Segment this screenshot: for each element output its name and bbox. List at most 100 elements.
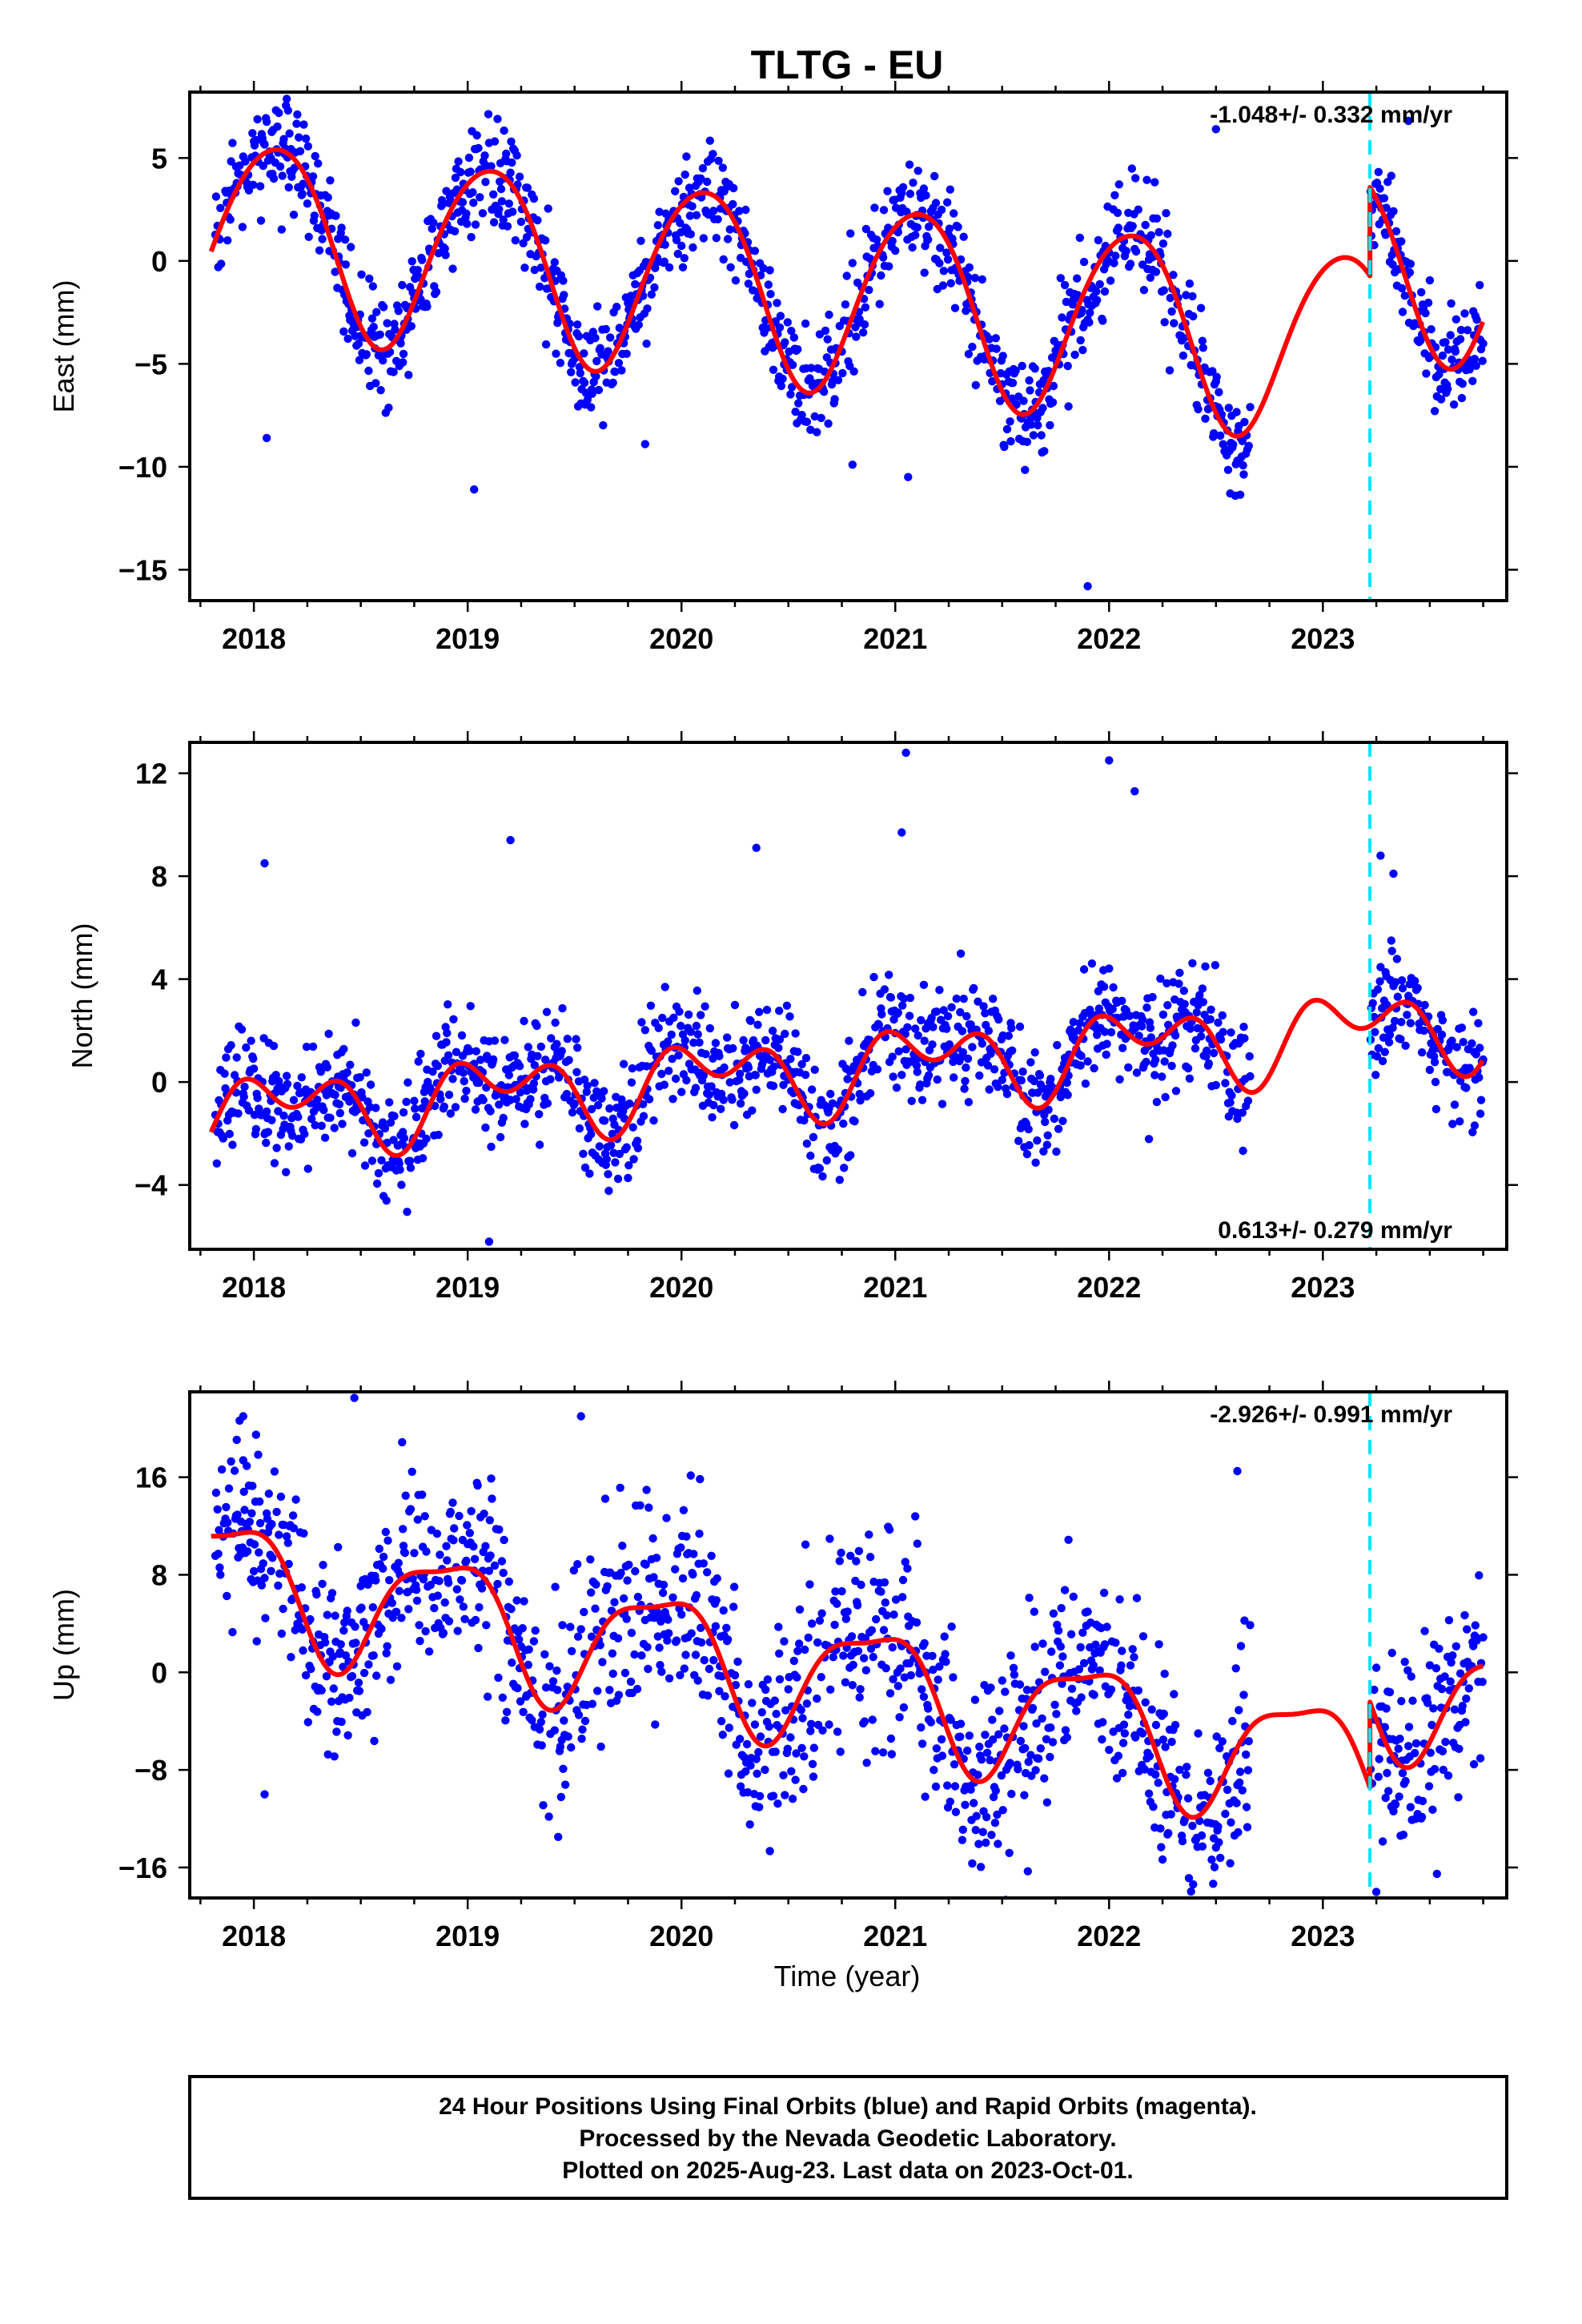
data-point xyxy=(1380,1047,1390,1056)
data-point xyxy=(970,1799,978,1807)
data-point xyxy=(617,366,626,375)
data-point xyxy=(841,1614,851,1623)
data-point xyxy=(602,1155,611,1164)
data-point xyxy=(842,271,851,280)
data-point xyxy=(314,159,323,168)
data-point xyxy=(843,1607,852,1616)
data-point xyxy=(1060,1586,1070,1594)
data-point xyxy=(1070,350,1079,360)
data-point xyxy=(394,1558,403,1567)
data-point xyxy=(1406,1019,1415,1027)
data-point xyxy=(367,314,377,323)
data-point xyxy=(958,1825,968,1834)
data-point xyxy=(730,1000,740,1010)
data-point xyxy=(693,986,701,995)
data-point xyxy=(1229,440,1238,449)
data-point xyxy=(1239,1023,1248,1031)
data-point xyxy=(394,307,403,316)
north-y-axis-label: North (mm) xyxy=(66,923,98,1069)
data-point xyxy=(1149,1803,1158,1811)
data-point xyxy=(1450,1705,1460,1714)
data-point xyxy=(1024,1757,1033,1767)
data-point xyxy=(279,135,288,143)
data-point xyxy=(428,1068,437,1076)
data-point xyxy=(351,1622,359,1631)
data-point xyxy=(917,1723,926,1732)
data-point xyxy=(872,235,881,244)
data-point xyxy=(515,172,524,181)
y-tick-label: 5 xyxy=(151,142,167,175)
data-point xyxy=(1425,1065,1435,1075)
data-point xyxy=(215,1563,224,1572)
data-point xyxy=(870,203,879,212)
data-point xyxy=(1208,367,1217,376)
data-point xyxy=(1378,1056,1387,1066)
data-point xyxy=(632,1136,642,1145)
data-point xyxy=(380,1124,390,1133)
data-point xyxy=(1470,355,1480,364)
data-point xyxy=(924,1704,933,1713)
data-point xyxy=(1182,1763,1191,1771)
data-point xyxy=(583,1081,592,1090)
footer-box: 24 Hour Positions Using Final Orbits (bl… xyxy=(188,2075,1508,2200)
data-point xyxy=(978,1039,987,1048)
data-point xyxy=(877,271,885,280)
data-point xyxy=(391,1607,401,1617)
data-point xyxy=(257,1581,267,1590)
data-point xyxy=(1448,1120,1457,1128)
data-point xyxy=(1132,1594,1142,1602)
data-point xyxy=(331,211,340,220)
data-point xyxy=(808,1759,817,1768)
data-point xyxy=(1106,1027,1116,1037)
data-point xyxy=(282,1168,291,1176)
data-point xyxy=(912,1061,921,1070)
data-point xyxy=(1128,1645,1137,1654)
data-point xyxy=(383,1642,391,1651)
data-point xyxy=(1027,1771,1036,1780)
data-point xyxy=(1146,1033,1156,1042)
data-point xyxy=(418,1154,428,1163)
data-point xyxy=(1221,1079,1230,1088)
data-point xyxy=(776,312,785,320)
data-point xyxy=(998,1676,1007,1685)
data-point xyxy=(810,1065,819,1075)
data-point xyxy=(436,1550,444,1559)
data-point xyxy=(833,1599,841,1608)
data-point xyxy=(785,1012,794,1021)
data-point xyxy=(1164,1020,1173,1030)
data-point xyxy=(990,1819,1000,1827)
data-point xyxy=(1388,260,1397,269)
data-point-outlier xyxy=(1376,851,1385,860)
data-point xyxy=(250,1540,259,1549)
data-point xyxy=(730,1671,740,1680)
data-point xyxy=(991,1786,1001,1795)
data-point xyxy=(400,1134,409,1143)
data-point xyxy=(497,1557,507,1566)
data-point xyxy=(542,1007,552,1016)
data-point xyxy=(1067,1684,1077,1693)
data-point xyxy=(412,1596,422,1606)
data-point xyxy=(301,134,311,143)
data-point xyxy=(371,1104,380,1112)
data-point xyxy=(213,1505,222,1514)
data-point-outlier xyxy=(239,1412,247,1421)
data-point xyxy=(1094,1004,1104,1013)
x-tick-label: 2018 xyxy=(222,622,286,655)
data-point xyxy=(533,215,542,225)
data-point xyxy=(921,1792,930,1801)
data-point xyxy=(593,302,602,311)
data-point xyxy=(500,1035,509,1044)
data-point xyxy=(545,1662,554,1671)
data-point xyxy=(482,1621,491,1630)
data-point xyxy=(1154,1779,1162,1787)
data-point xyxy=(1150,178,1159,187)
data-point xyxy=(865,285,873,295)
data-point xyxy=(502,149,511,159)
data-point xyxy=(807,1085,817,1094)
data-point xyxy=(1429,1704,1438,1713)
data-point xyxy=(237,1025,247,1034)
data-point xyxy=(841,1678,850,1687)
data-point xyxy=(991,334,1001,343)
data-point xyxy=(1462,1694,1471,1703)
data-point xyxy=(788,1795,797,1803)
